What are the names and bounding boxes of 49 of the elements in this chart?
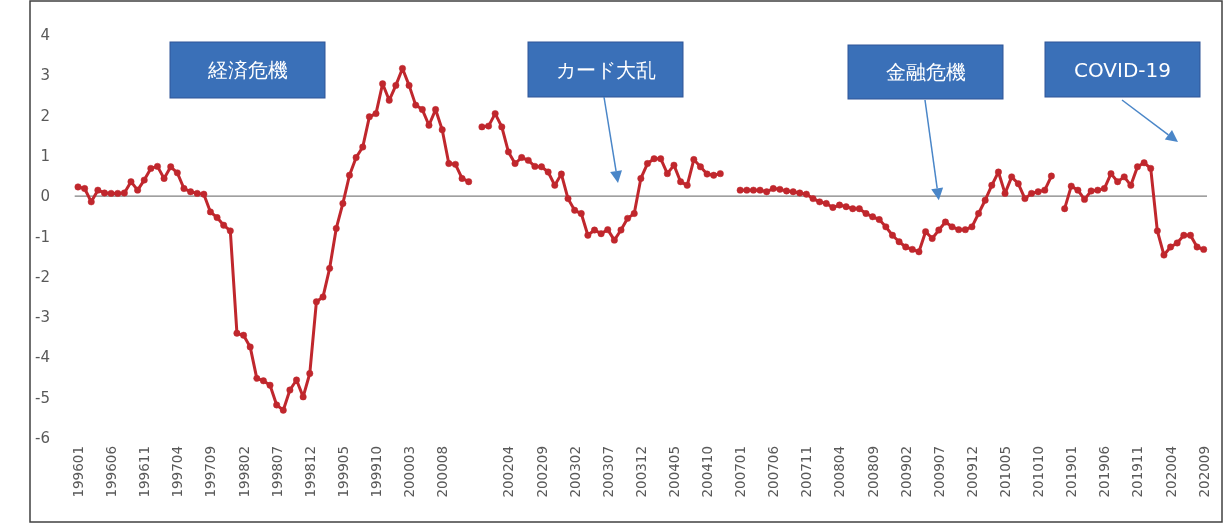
annotation: 金融危機 <box>885 60 966 84</box>
y-tick-label: 2 <box>40 106 50 125</box>
y-tick-label: -3 <box>35 308 50 327</box>
annotation: 経済危機 <box>206 58 288 82</box>
x-tick-label: 199807 <box>268 446 285 498</box>
x-tick-label: 201005 <box>997 446 1014 498</box>
annotation: COVID-19 <box>1073 57 1172 82</box>
x-tick-label: 200809 <box>864 446 881 498</box>
x-tick-label: 199910 <box>367 446 384 498</box>
x-tick-label: 200302 <box>566 446 583 498</box>
x-tick-label: 199601 <box>70 446 87 498</box>
y-tick-label: -1 <box>35 227 50 246</box>
y-tick-label: -5 <box>35 388 50 407</box>
y-tick-label: 0 <box>40 187 50 206</box>
x-tick-label: 200701 <box>732 446 749 498</box>
x-tick-label: 200902 <box>897 446 914 498</box>
y-tick-label: 4 <box>40 26 50 44</box>
x-tick-label: 199611 <box>136 446 153 498</box>
x-tick-label: 202004 <box>1162 446 1179 498</box>
x-tick-label: 202009 <box>1195 446 1212 498</box>
x-tick-label: 200008 <box>434 446 451 498</box>
x-tick-label: 200907 <box>930 446 947 498</box>
x-tick-label: 201010 <box>1030 446 1047 498</box>
y-tick-label: -4 <box>35 348 50 367</box>
y-tick-label: 3 <box>40 66 50 85</box>
x-tick-label: 200706 <box>765 446 782 498</box>
x-tick-label: 200312 <box>632 446 649 498</box>
x-tick-label: 200912 <box>963 446 980 498</box>
y-tick-label: -2 <box>35 267 50 286</box>
annotation: カード大乱 <box>555 57 656 82</box>
x-tick-label: 199812 <box>301 446 318 498</box>
y-tick-label: 1 <box>40 146 50 165</box>
x-tick-label: 200410 <box>699 446 716 498</box>
x-tick-label: 199606 <box>103 446 120 498</box>
x-tick-label: 199905 <box>334 446 351 498</box>
x-tick-label: 200003 <box>401 446 418 498</box>
x-tick-label: 199709 <box>202 446 219 498</box>
x-tick-label: 199704 <box>169 446 186 498</box>
x-tick-label: 201911 <box>1129 446 1146 498</box>
x-tick-label: 200711 <box>798 446 815 498</box>
x-tick-label: 201906 <box>1096 446 1113 498</box>
x-tick-label: 200204 <box>500 446 517 498</box>
x-tick-label: 200307 <box>599 446 616 498</box>
x-tick-label: 200405 <box>665 446 682 498</box>
x-tick-label: 200209 <box>533 446 550 498</box>
x-tick-label: 199802 <box>235 446 252 498</box>
x-tick-label: 200804 <box>831 446 848 498</box>
y-tick-label: -6 <box>35 429 50 447</box>
x-tick-label: 201901 <box>1063 446 1080 498</box>
